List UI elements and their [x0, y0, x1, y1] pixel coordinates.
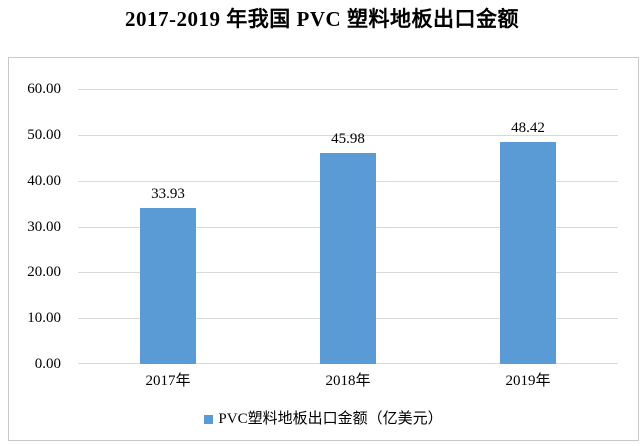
y-axis-tick-label: 40.00 [27, 173, 61, 189]
bar-value-label: 48.42 [511, 120, 545, 136]
bar [320, 153, 376, 364]
y-axis-tick-label: 0.00 [34, 356, 61, 372]
bar [140, 208, 196, 364]
chart-container: 33.93 45.98 48.42 PVC塑料地板出口金额（亿美元） 0.00 10.… [8, 57, 639, 441]
bar-value-label: 33.93 [151, 186, 185, 202]
gridline [78, 89, 618, 90]
chart-title: 2017-2019 年我国 PVC 塑料地板出口金额 [125, 7, 519, 31]
y-axis-tick-label: 10.00 [27, 310, 61, 326]
bar-value-label: 45.98 [331, 131, 365, 147]
y-axis-tick-label: 20.00 [27, 264, 61, 280]
y-axis-tick-label: 60.00 [27, 81, 61, 97]
x-axis-tick-label: 2019年 [505, 373, 551, 389]
x-axis-tick-label: 2017年 [145, 373, 191, 389]
bar [500, 142, 556, 364]
x-axis-tick-label: 2018年 [325, 373, 371, 389]
gridline [78, 135, 618, 136]
legend-marker-icon [204, 414, 214, 424]
plot-area: 33.93 45.98 48.42 [78, 89, 618, 364]
y-axis-tick-label: 30.00 [27, 219, 61, 235]
y-axis-tick-label: 50.00 [27, 127, 61, 143]
legend-label: PVC塑料地板出口金额（亿美元） [218, 411, 443, 427]
legend: PVC塑料地板出口金额（亿美元） [9, 409, 638, 429]
